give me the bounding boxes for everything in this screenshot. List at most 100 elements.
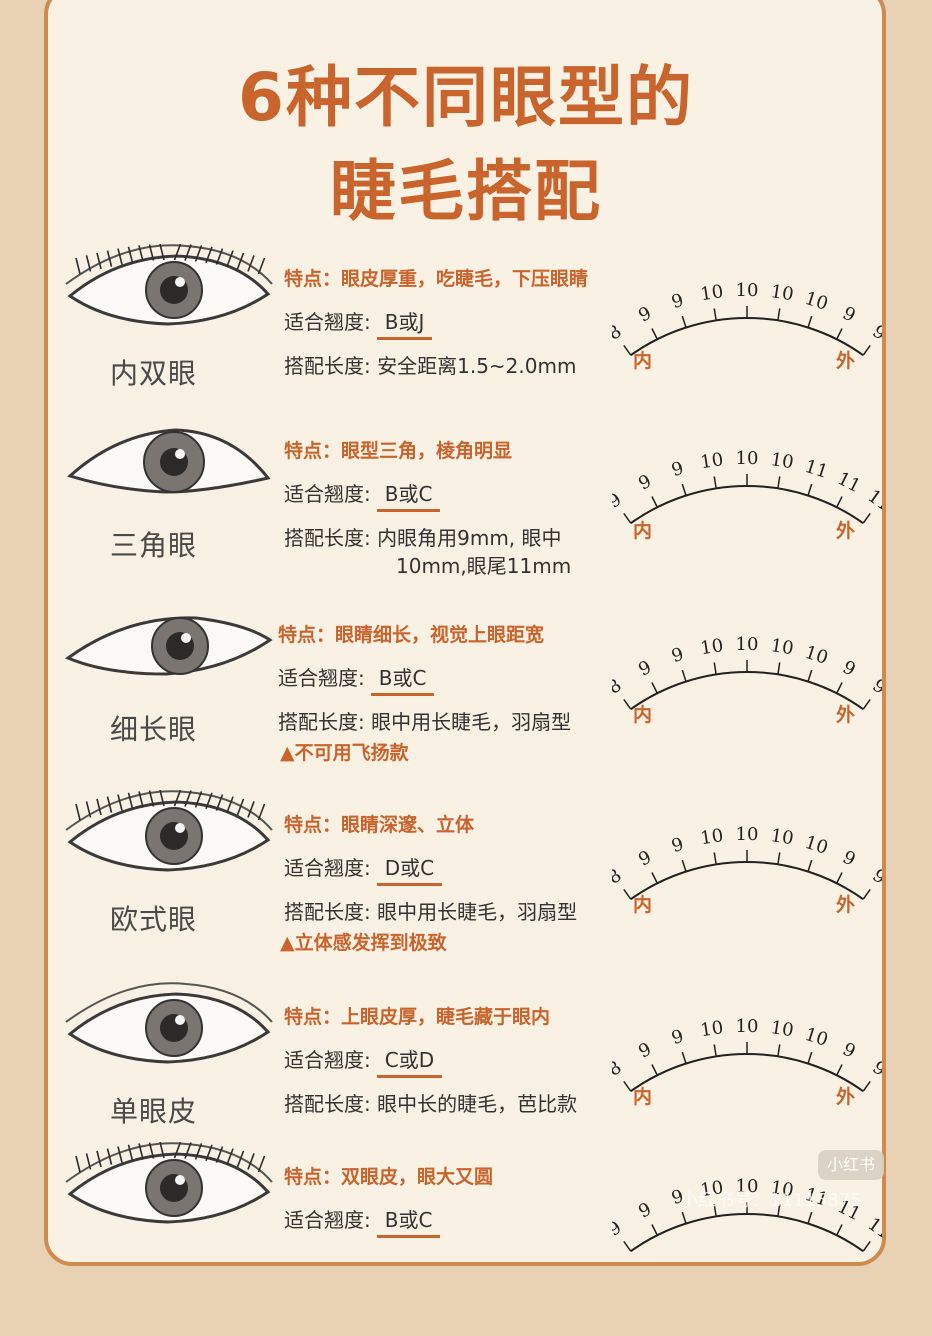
scale-tick bbox=[713, 852, 717, 865]
length-label: 搭配长度: bbox=[278, 710, 365, 734]
scale-tick bbox=[777, 308, 781, 321]
curl-value: D或C bbox=[376, 852, 443, 886]
scale-length-label: 9 bbox=[839, 1039, 859, 1063]
scale-length-label: 9 bbox=[635, 303, 655, 327]
scale-length-label: 11 bbox=[864, 1214, 882, 1244]
scale-length-label: 9 bbox=[669, 644, 686, 667]
scale-length-label: 10 bbox=[699, 281, 725, 305]
feature-text: 特点：眼睛深邃、立体 bbox=[284, 814, 475, 836]
feature-text: 特点：眼型三角，棱角明显 bbox=[284, 440, 513, 462]
scale-length-label: 9 bbox=[839, 847, 859, 871]
lash-length-scale: 899 10 10 10 10 99 bbox=[612, 280, 882, 357]
page: 6种不同眼型的 睫毛搭配 内双眼 特点：眼皮厚重，吃睫毛，下压眼睛 适合翘度: B或J… bbox=[0, 0, 932, 1266]
length-label: 搭配长度: bbox=[284, 526, 371, 550]
scale-length-label: 11 bbox=[834, 468, 864, 497]
scale-length-label: 9 bbox=[669, 458, 686, 481]
scale-tick bbox=[836, 1064, 843, 1076]
scale-tick bbox=[777, 1044, 781, 1057]
scale-arc bbox=[630, 317, 864, 357]
scale-length-label: 9 bbox=[612, 1217, 626, 1241]
feature-text: 特点：上眼皮厚，睫毛藏于眼内 bbox=[284, 1006, 551, 1028]
scale-tick bbox=[681, 669, 687, 682]
scale-length-label: 10 bbox=[769, 1017, 795, 1041]
eye-illustration bbox=[64, 616, 273, 676]
scale-length-label: 10 bbox=[802, 1024, 830, 1051]
scale-length-label: 10 bbox=[736, 824, 759, 845]
lash-length-scale: 899 10 10 10 10 99 bbox=[612, 824, 882, 901]
watermark-logo: 小红书 bbox=[818, 1150, 884, 1180]
length-value: 安全距离1.5~2.0mm bbox=[377, 354, 577, 378]
scale-length-label: 9 bbox=[669, 834, 686, 857]
scale-tick bbox=[836, 682, 843, 694]
scale-tick bbox=[651, 328, 658, 340]
scale-tick bbox=[862, 1241, 871, 1252]
scale-tick bbox=[651, 496, 658, 508]
scale-tick bbox=[836, 1224, 843, 1236]
scale-tick bbox=[807, 669, 813, 682]
eye-type-name: 欧式眼 bbox=[110, 903, 198, 936]
scale-length-label: 9 bbox=[612, 489, 626, 513]
eye-illustration bbox=[67, 428, 271, 494]
scale-length-label: 9 bbox=[839, 657, 859, 681]
inner-corner-label: 内 bbox=[633, 894, 653, 916]
scale-arc bbox=[630, 1213, 864, 1253]
eye-illustration bbox=[65, 244, 273, 326]
scale-length-label: 9 bbox=[635, 1039, 655, 1063]
scale-tick bbox=[836, 872, 843, 884]
curl-label: 适合翘度: bbox=[284, 310, 371, 334]
outer-corner-label: 外 bbox=[836, 350, 856, 372]
scale-length-label: 10 bbox=[736, 280, 759, 301]
scale-length-label: 9 bbox=[635, 1199, 655, 1223]
scale-tick bbox=[807, 1051, 813, 1064]
scale-tick bbox=[623, 1241, 632, 1252]
scale-arc bbox=[630, 671, 864, 711]
curl-label: 适合翘度: bbox=[284, 856, 371, 880]
scale-length-label: 10 bbox=[769, 449, 795, 473]
scale-length-label: 8 bbox=[612, 675, 626, 699]
curl-value: C或D bbox=[376, 1044, 443, 1078]
scale-tick bbox=[807, 1211, 813, 1224]
inner-corner-label: 内 bbox=[633, 1086, 653, 1108]
scale-tick bbox=[807, 315, 813, 328]
scale-tick bbox=[651, 872, 658, 884]
curl-label: 适合翘度: bbox=[284, 1048, 371, 1072]
scale-length-label: 10 bbox=[802, 642, 830, 669]
eye-type-name: 三角眼 bbox=[110, 529, 198, 562]
scale-tick bbox=[681, 315, 687, 328]
scale-tick bbox=[623, 889, 632, 900]
eye-row: 欧式眼 特点：眼睛深邃、立体 适合翘度: D或C 搭配长度: 眼中用长睫毛，羽扇型 ▲立体… bbox=[0, 790, 932, 984]
scale-length-label: 10 bbox=[699, 1177, 725, 1201]
length-value: 眼中用长睫毛，羽扇型 bbox=[377, 900, 578, 924]
eye-illustration bbox=[65, 982, 273, 1064]
scale-tick bbox=[681, 1051, 687, 1064]
eye-illustration bbox=[65, 1142, 273, 1224]
scale-length-label: 8 bbox=[612, 865, 626, 889]
curl-value: B或C bbox=[376, 1204, 441, 1238]
scale-tick bbox=[807, 483, 813, 496]
eye-row: 内双眼 特点：眼皮厚重，吃睫毛，下压眼睛 适合翘度: B或J 搭配长度: 安全距离1.5… bbox=[0, 244, 932, 438]
outer-corner-label: 外 bbox=[836, 894, 856, 916]
length-label: 搭配长度: bbox=[284, 1092, 371, 1116]
scale-tick bbox=[777, 476, 781, 489]
scale-length-label: 10 bbox=[736, 448, 759, 469]
scale-tick bbox=[681, 859, 687, 872]
eye-row: 特点：双眼皮，眼大又圆 适合翘度: B或C 9 9 9 10 10 10 11 11 11 bbox=[0, 1142, 932, 1336]
scale-tick bbox=[862, 699, 871, 710]
scale-length-label: 10 bbox=[699, 635, 725, 659]
scale-tick bbox=[623, 345, 632, 356]
scale-length-label: 10 bbox=[699, 1017, 725, 1041]
scale-length-label: 8 bbox=[612, 321, 626, 345]
length-line: 搭配长度: 内眼角用9mm, 眼中 bbox=[284, 522, 562, 551]
scale-length-label: 10 bbox=[699, 825, 725, 849]
outer-corner-label: 外 bbox=[836, 1086, 856, 1108]
scale-tick bbox=[713, 308, 717, 321]
eye-type-name: 单眼皮 bbox=[110, 1095, 198, 1128]
scale-length-label: 11 bbox=[802, 456, 830, 483]
scale-tick bbox=[623, 699, 632, 710]
feature-text: 特点：双眼皮，眼大又圆 bbox=[284, 1166, 494, 1188]
curl-line: 适合翘度: B或J bbox=[284, 306, 433, 340]
scale-tick bbox=[836, 328, 843, 340]
eye-illustration bbox=[65, 790, 273, 872]
title-line1: 6种不同眼型的 bbox=[238, 59, 694, 136]
scale-length-label: 10 bbox=[699, 449, 725, 473]
